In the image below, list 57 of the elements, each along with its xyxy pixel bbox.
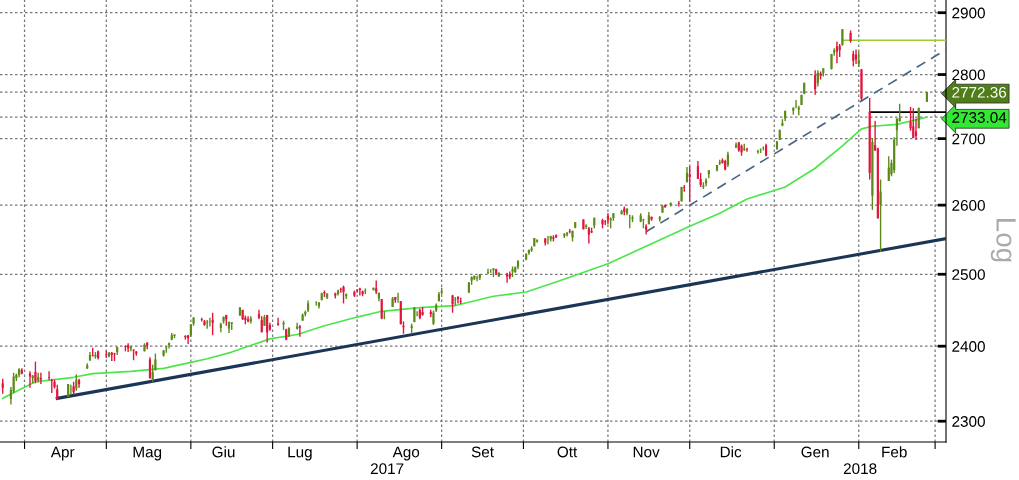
candlestick <box>353 289 356 298</box>
x-tick-label: Ago <box>392 446 420 461</box>
candlestick <box>800 94 803 106</box>
candlestick <box>282 319 285 331</box>
candlestick <box>745 147 749 153</box>
candlestick <box>380 298 383 320</box>
y-tick-label: 2600 <box>952 200 985 211</box>
candlestick <box>781 118 784 127</box>
candlestick <box>912 107 915 139</box>
candlestick <box>645 223 648 236</box>
candlestick <box>887 155 890 182</box>
text: 2018 <box>843 463 877 475</box>
candlestick <box>241 309 244 321</box>
x-tick-label: Feb <box>882 446 907 458</box>
candlestick <box>620 209 623 216</box>
x-tick-label: Lug <box>288 446 312 461</box>
candlestick <box>187 334 190 345</box>
candlestick <box>849 29 852 44</box>
x-tick-label: Ott <box>557 446 578 458</box>
candlestick <box>756 149 759 155</box>
x-tick-label: Dic <box>720 446 742 458</box>
x-tick-label: Gen <box>801 446 829 458</box>
y-tick-label: 2300 <box>952 416 985 427</box>
candlestick <box>124 344 127 353</box>
x-tick-label: Giu <box>212 446 235 458</box>
candlestick <box>173 333 176 339</box>
candlestick <box>650 216 653 222</box>
candlestick <box>868 97 871 181</box>
y-tick-label: 2400 <box>952 341 985 352</box>
y-tick-label: 2900 <box>952 7 985 19</box>
x-tick-label: Nov <box>633 446 660 458</box>
candlestick <box>860 68 863 102</box>
candlestick <box>879 178 882 253</box>
candlestick <box>582 218 585 231</box>
candlestick <box>211 312 214 336</box>
y-tick-label: 2500 <box>952 269 985 280</box>
x-tick-label: Set <box>471 446 494 458</box>
candlestick <box>669 201 672 208</box>
x-tick-label: Apr <box>50 446 75 461</box>
candlestick <box>413 306 416 323</box>
candlestick <box>301 312 304 322</box>
candlestick <box>819 70 822 81</box>
candlestick <box>677 200 680 208</box>
text: 2017 <box>370 463 404 475</box>
candlestick <box>642 218 645 230</box>
candlestick <box>841 28 844 47</box>
line-series <box>1 116 928 400</box>
candlestick <box>263 314 266 327</box>
candlestick <box>162 349 165 358</box>
text: Log <box>990 219 1016 262</box>
y-tick-label: 2733.04 <box>952 112 1007 123</box>
candlestick <box>421 306 424 317</box>
y-tick-label: 2800 <box>952 69 985 81</box>
x-tick-label: Mag <box>133 446 162 461</box>
y-tick-label: 2700 <box>952 133 985 145</box>
candlestick <box>871 137 874 211</box>
y-tick-label: 2772.36 <box>952 86 1007 98</box>
